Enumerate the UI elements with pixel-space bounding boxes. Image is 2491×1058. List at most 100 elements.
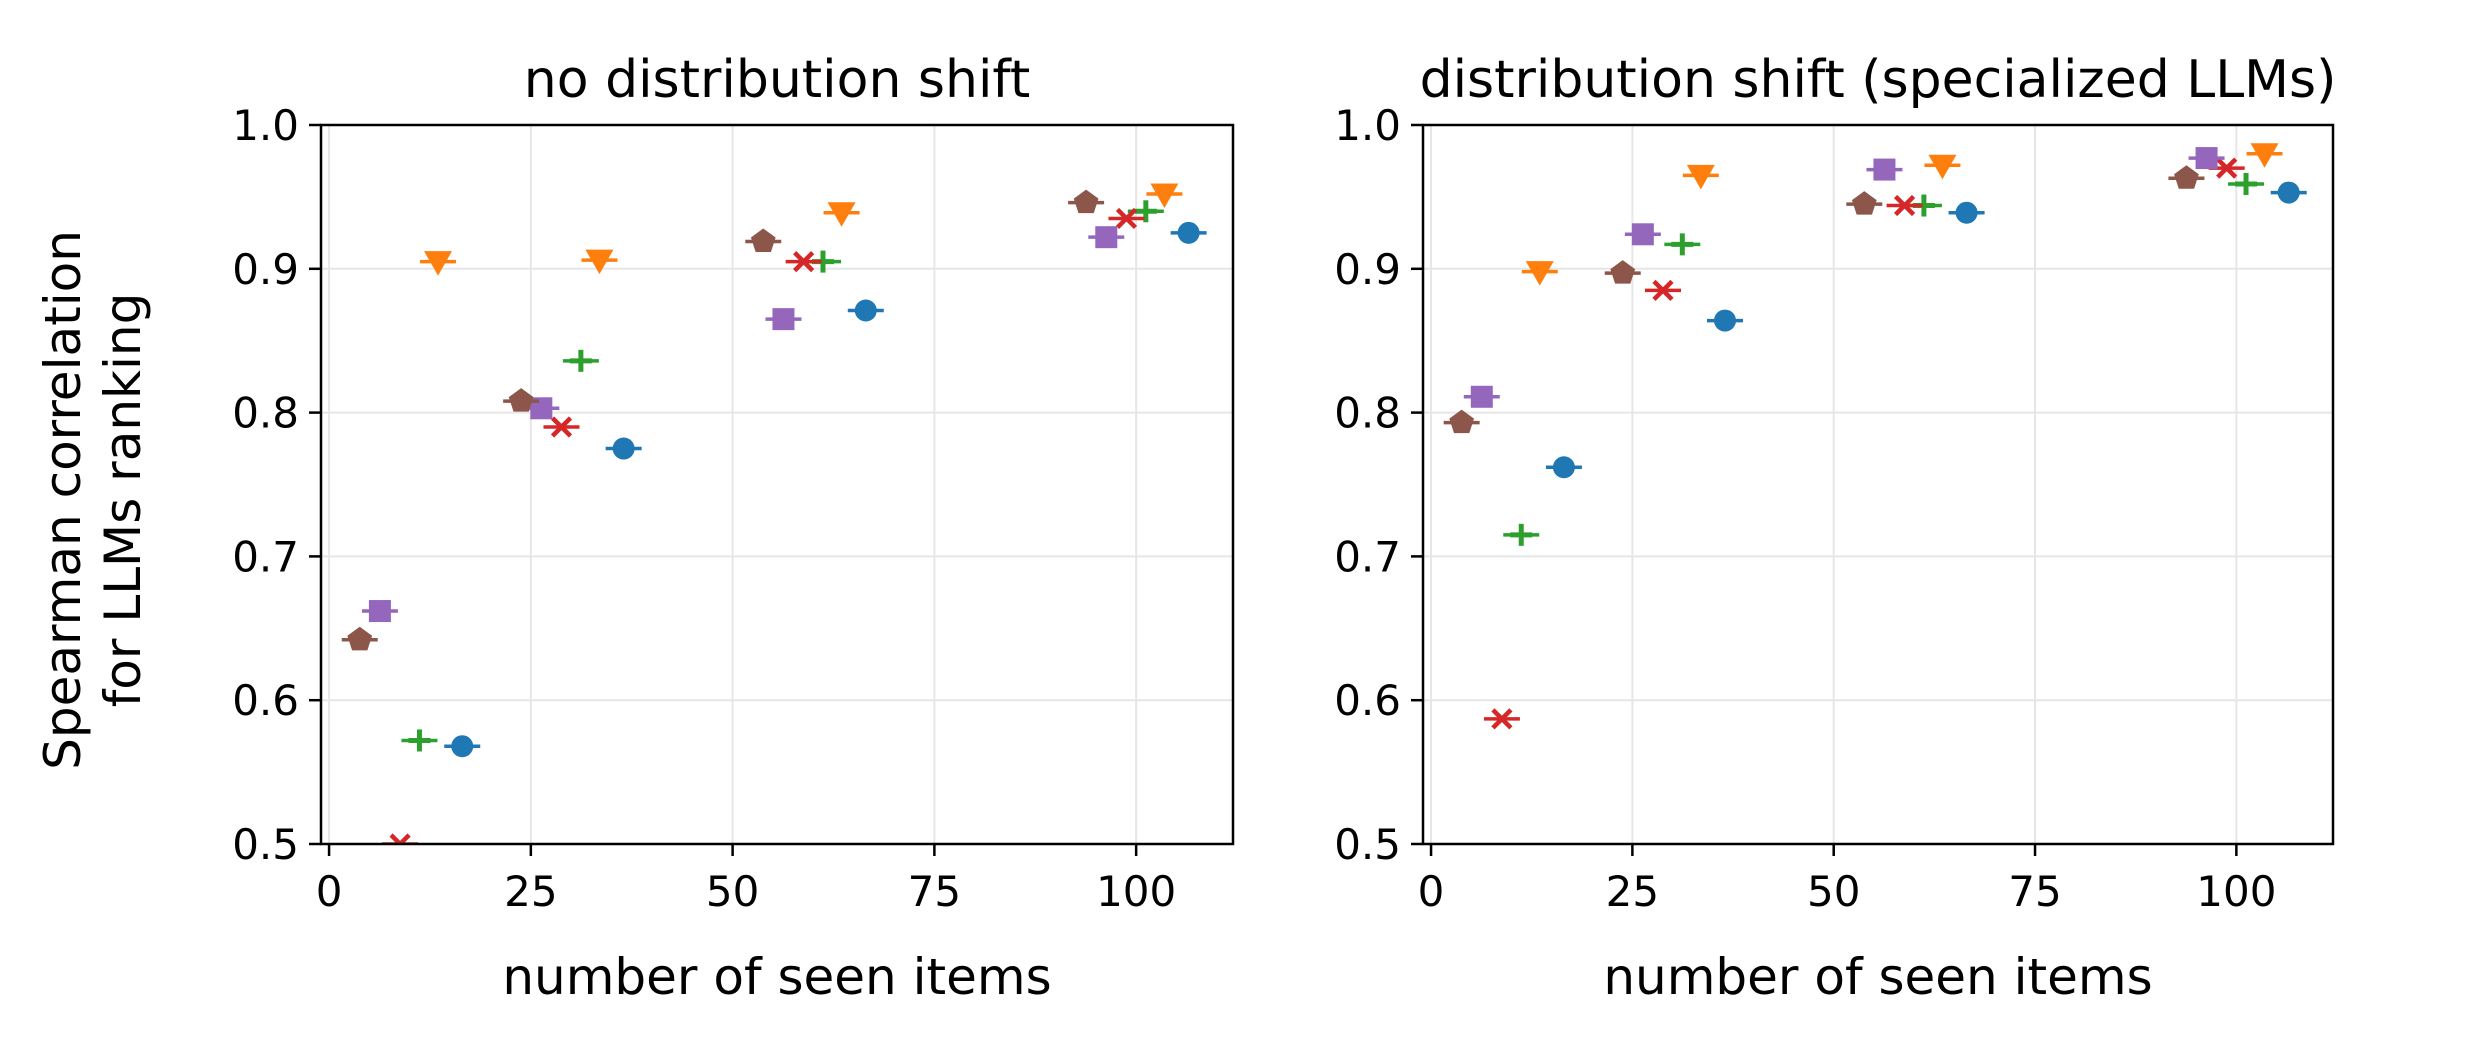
marker-x-b — [550, 416, 573, 438]
marker-x-a — [389, 833, 404, 844]
marker-circle — [854, 299, 877, 322]
y-tick-label: 0.7 — [232, 532, 299, 581]
data-point — [785, 251, 822, 273]
x-tick-label: 25 — [504, 867, 557, 916]
marker-circle — [1552, 456, 1575, 479]
x-tick-label: 25 — [1606, 867, 1659, 916]
data-point — [1624, 223, 1661, 246]
chart-title: distribution shift (specialized LLMs) — [1420, 50, 2337, 110]
data-point — [1483, 708, 1520, 730]
x-tick-label: 75 — [908, 867, 961, 916]
marker-square — [1873, 158, 1896, 181]
data-point — [503, 388, 540, 412]
chart-panel-right: distribution shift (specialized LLMs) num… — [1334, 50, 2336, 1006]
x-axis-label: number of seen items — [1603, 948, 2152, 1006]
data-point — [1664, 233, 1701, 256]
marker-square — [2195, 147, 2218, 170]
data-point — [1146, 183, 1183, 209]
marker-triangle-down — [1686, 164, 1715, 190]
data-point — [1088, 226, 1125, 249]
data-point — [420, 251, 457, 276]
data-point — [1503, 523, 1540, 546]
marker-triangle-down — [1150, 183, 1179, 209]
data-point — [1545, 456, 1582, 479]
data-point — [1108, 207, 1145, 230]
x-tick-label: 75 — [2008, 867, 2061, 916]
marker-triangle-down — [1928, 154, 1957, 180]
x-tick-label: 100 — [2196, 867, 2276, 916]
marker-circle — [1713, 309, 1736, 332]
y-tick-label: 0.9 — [232, 245, 299, 294]
data-point — [1644, 279, 1681, 301]
marker-x-b — [1893, 194, 1916, 217]
marker-triangle-down — [585, 249, 614, 275]
marker-triangle-down — [424, 251, 453, 276]
marker-square — [772, 308, 795, 331]
marker-pentagon — [347, 626, 373, 651]
y-tick-label: 0.6 — [1334, 676, 1401, 725]
y-tick-label: 0.5 — [1334, 820, 1401, 869]
data-point — [1866, 158, 1903, 181]
data-point — [543, 416, 580, 438]
marker-square — [1470, 385, 1493, 408]
x-tick-label: 50 — [1807, 867, 1860, 916]
axes-frame — [1421, 123, 2335, 846]
y-tick-label: 0.8 — [1334, 389, 1401, 438]
data-point — [1170, 221, 1207, 244]
y-tick-label: 1.0 — [232, 101, 299, 150]
marker-pentagon — [1851, 191, 1877, 215]
marker-x-b — [1115, 207, 1138, 230]
data-point — [1682, 164, 1719, 190]
marker-triangle-down — [827, 202, 856, 227]
marker-pentagon — [508, 388, 534, 412]
data-point — [341, 626, 378, 651]
data-point — [765, 308, 802, 331]
data-point — [361, 600, 398, 623]
data-point — [562, 349, 599, 372]
marker-x-b — [1652, 279, 1674, 301]
y-axis-label-line2: for LLMs ranking — [94, 293, 152, 708]
marker-x-b — [396, 833, 411, 844]
x-tick-label: 0 — [316, 867, 343, 916]
data-point — [745, 228, 782, 252]
y-tick-label: 0.5 — [232, 820, 299, 869]
chart-title: no distribution shift — [524, 50, 1030, 110]
data-point — [823, 202, 860, 227]
y-tick-label: 0.7 — [1334, 532, 1401, 581]
marker-triangle-down — [2250, 143, 2279, 168]
data-point — [1846, 191, 1883, 215]
marker-circle — [612, 437, 635, 460]
data-point — [2270, 181, 2307, 204]
marker-circle — [451, 735, 474, 758]
y-axis-label-line1: Spearman correlation — [34, 230, 92, 770]
data-point — [1604, 260, 1641, 284]
marker-x-b — [1491, 708, 1513, 730]
data-point — [1463, 385, 1500, 408]
y-tick-label: 1.0 — [1334, 101, 1401, 150]
y-tick-label: 0.9 — [1334, 245, 1401, 294]
x-tick-label: 100 — [1096, 867, 1176, 916]
data-point — [2168, 165, 2205, 189]
marker-square — [1631, 223, 1654, 246]
marker-pentagon — [2174, 165, 2199, 189]
marker-circle — [1177, 221, 1200, 244]
chart-panel-left: no distribution shift number of seen item… — [232, 50, 1235, 1006]
data-point — [1924, 154, 1961, 180]
x-tick-label: 50 — [706, 867, 759, 916]
data-points — [1443, 143, 2307, 730]
marker-pentagon — [750, 228, 776, 252]
marker-pentagon — [1449, 409, 1475, 434]
data-point — [847, 299, 884, 322]
data-point — [1948, 201, 1985, 224]
marker-x-b — [793, 251, 815, 273]
data-point — [382, 833, 419, 844]
data-point — [2188, 147, 2225, 170]
y-tick-label: 0.8 — [232, 389, 299, 438]
data-point — [1886, 194, 1923, 217]
data-point — [2228, 172, 2265, 195]
marker-pentagon — [1073, 189, 1099, 214]
data-points — [341, 183, 1207, 844]
marker-triangle-down — [1525, 261, 1554, 286]
